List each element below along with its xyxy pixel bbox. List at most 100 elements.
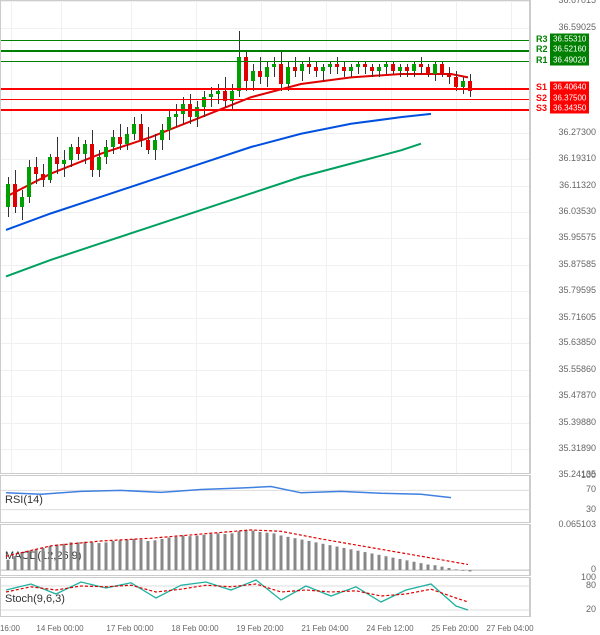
candle (167, 1, 171, 475)
yaxis-tick: 35.87585 (558, 259, 596, 269)
chart-container: 36.67015 36.59025 36.27300 36.19310 36.11320… (0, 0, 600, 635)
candle (251, 1, 255, 475)
stoch-yaxis: 1008020 (530, 577, 600, 617)
candle (363, 1, 367, 475)
sr-price-s2: 36.37500 (550, 92, 589, 103)
sr-label-s3: S3 (536, 103, 547, 113)
candle (377, 1, 381, 475)
candle (76, 1, 80, 475)
price-yaxis: 36.67015 36.59025 36.27300 36.19310 36.11320… (530, 0, 600, 474)
candle (111, 1, 115, 475)
yaxis-tick: 36.67015 (558, 0, 596, 5)
price-panel[interactable] (0, 0, 530, 474)
candle (20, 1, 24, 475)
sr-price-s3: 36.34350 (550, 103, 589, 114)
candle (286, 1, 290, 475)
candle (230, 1, 234, 475)
macd-tick: 0.065103 (558, 519, 596, 529)
candle (13, 1, 17, 475)
candle (69, 1, 73, 475)
candle (433, 1, 437, 475)
macd-yaxis: 0.0651030 (530, 524, 600, 576)
candle (391, 1, 395, 475)
candle (419, 1, 423, 475)
candle (314, 1, 318, 475)
candle (454, 1, 458, 475)
yaxis-tick: 35.63850 (558, 337, 596, 347)
candle (153, 1, 157, 475)
candle (209, 1, 213, 475)
xaxis-tick: 17 Feb 00:00 (106, 624, 153, 633)
candle (146, 1, 150, 475)
xaxis-tick: 18 Feb 00:00 (171, 624, 218, 633)
yaxis-tick: 36.59025 (558, 22, 596, 32)
candle (440, 1, 444, 475)
rsi-panel[interactable]: RSI(14) (0, 475, 530, 523)
yaxis-tick: 35.95575 (558, 232, 596, 242)
candle (272, 1, 276, 475)
candle (237, 1, 241, 475)
sr-price-s1: 36.40640 (550, 82, 589, 93)
sr-label-r2: R2 (536, 44, 548, 54)
sr-label-s1: S1 (536, 82, 547, 92)
rsi-yaxis: 1007030 (530, 475, 600, 523)
candle (139, 1, 143, 475)
yaxis-tick: 36.27300 (558, 127, 596, 137)
sr-price-r1: 36.49020 (550, 54, 589, 65)
candle (118, 1, 122, 475)
candle (356, 1, 360, 475)
candle (188, 1, 192, 475)
candle (279, 1, 283, 475)
candle (328, 1, 332, 475)
candle (41, 1, 45, 475)
sr-price-r3: 36.55310 (550, 33, 589, 44)
sr-label-s2: S2 (536, 93, 547, 103)
candle (342, 1, 346, 475)
candle (48, 1, 52, 475)
rsi-label: RSI(14) (5, 494, 43, 506)
candle (160, 1, 164, 475)
candle (90, 1, 94, 475)
candle (398, 1, 402, 475)
yaxis-tick: 35.79595 (558, 285, 596, 295)
candle (27, 1, 31, 475)
sr-label-r3: R3 (536, 34, 548, 44)
xaxis-tick: 16:00 (0, 624, 20, 633)
stoch-tick: 20 (586, 604, 596, 614)
candle (34, 1, 38, 475)
candle (181, 1, 185, 475)
rsi-tick: 70 (586, 484, 596, 494)
candle (125, 1, 129, 475)
candle (335, 1, 339, 475)
sr-line-r1 (1, 61, 529, 63)
yaxis-tick: 36.03530 (558, 206, 596, 216)
rsi-tick: 30 (586, 504, 596, 514)
sr-line-s3 (1, 109, 529, 111)
stoch-tick: 80 (586, 580, 596, 590)
sr-label-r1: R1 (536, 55, 548, 65)
yaxis-tick: 36.19310 (558, 153, 596, 163)
candle (97, 1, 101, 475)
candle (62, 1, 66, 475)
yaxis-tick: 35.71605 (558, 312, 596, 322)
macd-panel[interactable]: MACD(12,26,9) (0, 524, 530, 576)
candle (412, 1, 416, 475)
candle (265, 1, 269, 475)
rsi-tick: 100 (581, 470, 596, 480)
candle (202, 1, 206, 475)
stoch-panel[interactable]: Stoch(9,6,3) (0, 577, 530, 617)
yaxis-tick: 36.11320 (559, 180, 596, 190)
xaxis-tick: 14 Feb 00:00 (36, 624, 83, 633)
candle (447, 1, 451, 475)
candle (104, 1, 108, 475)
xaxis-tick: 27 Feb 04:00 (486, 624, 533, 633)
xaxis-tick: 19 Feb 20:00 (236, 624, 283, 633)
xaxis-tick: 24 Feb 12:00 (366, 624, 413, 633)
yaxis-tick: 35.47870 (558, 390, 596, 400)
macd-label: MACD(12,26,9) (5, 550, 81, 562)
candle (258, 1, 262, 475)
stoch-label: Stoch(9,6,3) (5, 593, 65, 605)
candle (349, 1, 353, 475)
xaxis-tick: 21 Feb 04:00 (301, 624, 348, 633)
candle (6, 1, 10, 475)
